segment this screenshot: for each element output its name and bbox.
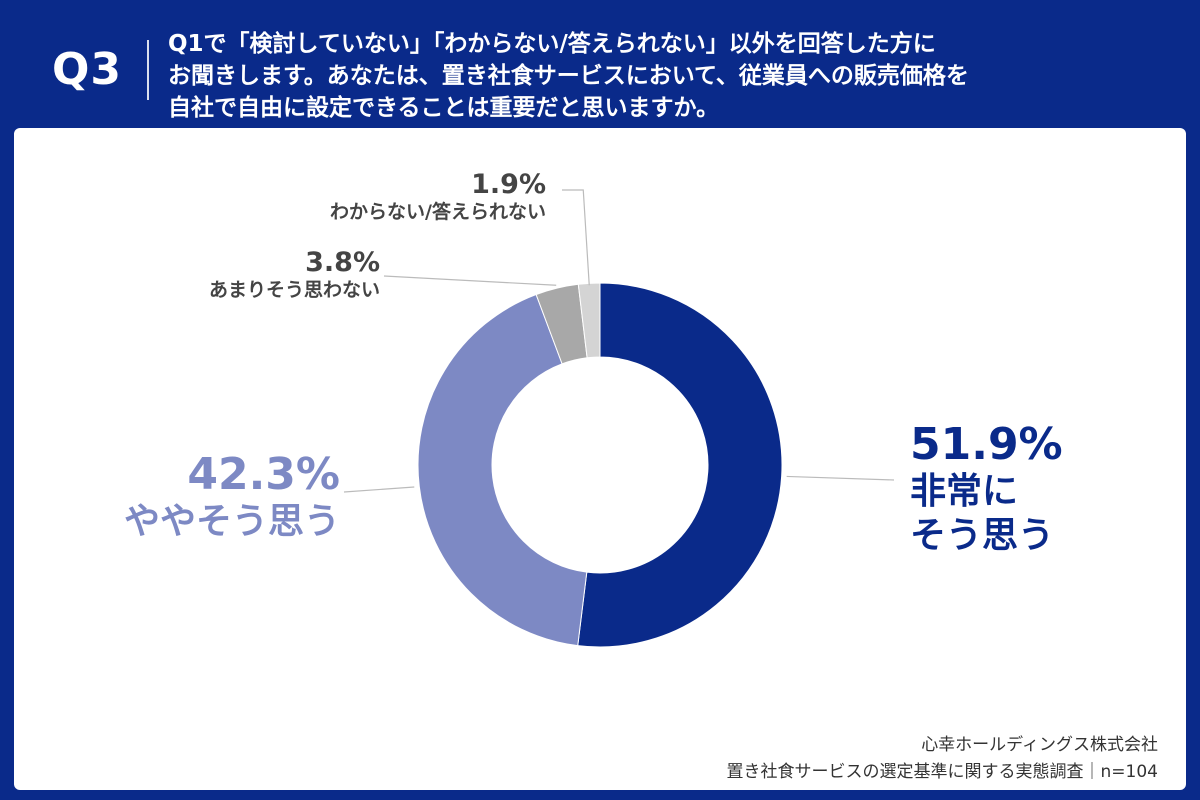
source-footer: 心幸ホールディングス株式会社 置き社食サービスの選定基準に関する実態調査｜n=1… — [727, 732, 1158, 786]
question-line-1: Q1で「検討していない」「わからない/答えられない」以外を回答した方に — [168, 31, 936, 57]
donut-slice-very-much — [577, 282, 783, 648]
question-header: Q3 Q1で「検討していない」「わからない/答えられない」以外を回答した方に お… — [0, 0, 1200, 128]
leader-line-very-much — [786, 475, 895, 481]
slice-category-very-much-line-1: 非常に — [910, 471, 1019, 512]
header-divider — [147, 40, 149, 100]
slice-label-very-much: 51.9% 非常に そう思う — [910, 420, 1063, 558]
leader-line-dont-know — [562, 189, 590, 286]
slice-label-not-much: 3.8% あまりそう思わない — [209, 248, 380, 302]
leader-lines — [343, 189, 895, 493]
donut-slice-somewhat — [417, 293, 588, 647]
slice-category-not-much: あまりそう思わない — [208, 279, 380, 301]
slice-category-dont-know: わからない/答えられない — [330, 201, 546, 223]
leader-line-not-much — [383, 275, 557, 286]
slice-value-dont-know: 1.9% — [471, 169, 546, 200]
question-text: Q1で「検討していない」「わからない/答えられない」以外を回答した方に お聞きし… — [168, 28, 1168, 124]
survey-info: 置き社食サービスの選定基準に関する実態調査｜n=104 — [726, 762, 1158, 782]
donut-slices — [417, 282, 783, 648]
slice-category-very-much-line-2: そう思う — [910, 515, 1055, 556]
slice-value-very-much: 51.9% — [910, 419, 1063, 470]
company-name: 心幸ホールディングス株式会社 — [921, 735, 1158, 755]
slice-value-somewhat: 42.3% — [187, 449, 340, 500]
question-line-3: 自社で自由に設定できることは重要だと思いますか。 — [168, 95, 720, 121]
question-line-2: お聞きします。あなたは、置き社食サービスにおいて、従業員への販売価格を — [168, 63, 969, 89]
donut-slice-dont-know — [577, 282, 601, 359]
chart-panel: 51.9% 非常に そう思う 42.3% ややそう思う 3.8% あまりそう思わ… — [14, 128, 1186, 790]
slice-category-somewhat: ややそう思う — [123, 501, 340, 542]
slice-value-not-much: 3.8% — [305, 247, 380, 278]
question-number: Q3 — [52, 44, 123, 95]
slice-label-somewhat: 42.3% ややそう思う — [124, 450, 340, 544]
donut-chart — [343, 189, 895, 648]
slice-label-dont-know: 1.9% わからない/答えられない — [330, 170, 546, 224]
leader-line-somewhat — [343, 486, 415, 493]
